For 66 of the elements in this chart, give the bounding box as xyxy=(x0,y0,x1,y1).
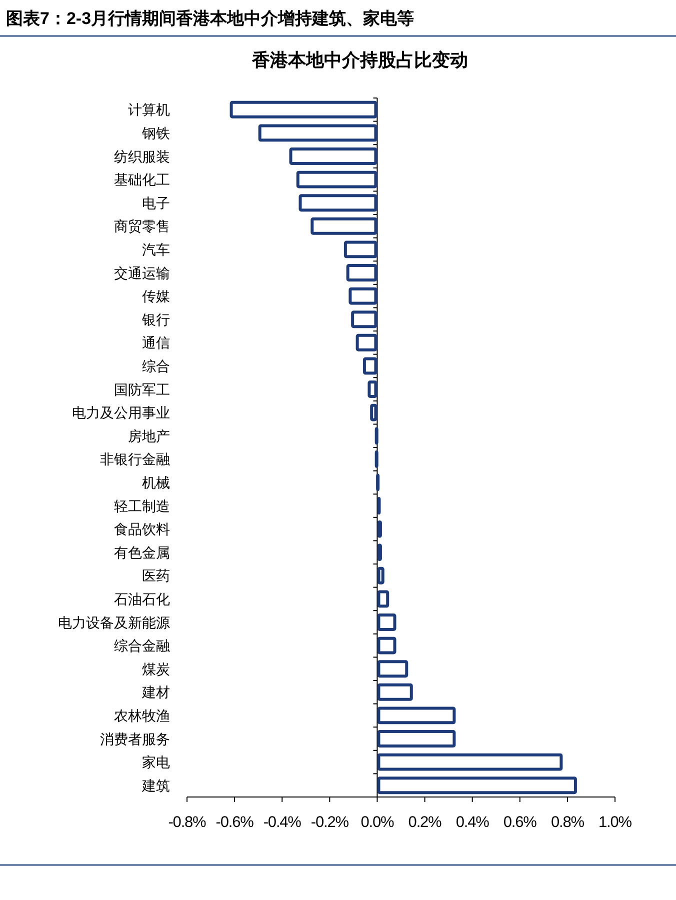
y-tick-label: 综合 xyxy=(142,358,170,375)
y-tick-label: 消费者服务 xyxy=(100,732,170,748)
bar xyxy=(377,566,384,584)
y-tick-label: 纺织服装 xyxy=(114,149,170,166)
bar xyxy=(356,334,378,352)
bar xyxy=(377,614,396,631)
y-tick-label: 汽车 xyxy=(142,242,170,258)
y-tick-label: 煤炭 xyxy=(142,662,170,678)
bar xyxy=(348,287,378,305)
bar xyxy=(310,217,378,235)
x-tick-label: -0.2% xyxy=(310,814,350,831)
bar xyxy=(377,753,563,771)
y-tick-label: 建筑 xyxy=(141,778,170,794)
y-tick-label: 钢铁 xyxy=(141,126,170,142)
y-tick-label: 交通运输 xyxy=(114,266,170,282)
y-tick-label: 农林牧渔 xyxy=(114,708,170,724)
y-tick-label: 计算机 xyxy=(128,102,170,119)
bar xyxy=(377,636,396,654)
bar xyxy=(344,240,378,258)
bar xyxy=(377,590,390,608)
x-tick-label: 0.6% xyxy=(503,814,538,831)
bar xyxy=(370,404,378,422)
x-tick-label: 1.0% xyxy=(598,814,632,831)
bar xyxy=(351,310,378,328)
y-tick-label: 轻工制造 xyxy=(114,498,170,515)
y-tick-label: 基础化工 xyxy=(114,172,170,189)
bar xyxy=(377,683,413,701)
x-tick-label: 0.2% xyxy=(408,814,442,831)
y-tick-label: 电力及公用事业 xyxy=(72,406,170,422)
bar xyxy=(377,660,408,678)
chart-subtitle: 香港本地中介持股占比变动 xyxy=(251,50,468,70)
y-tick-label: 电力设备及新能源 xyxy=(58,615,170,632)
x-tick-label: -0.8% xyxy=(168,814,207,831)
y-tick-label: 综合金融 xyxy=(114,638,170,655)
y-tick-label: 有色金属 xyxy=(114,545,170,562)
y-tick-label: 房地产 xyxy=(128,428,170,445)
y-tick-label: 医药 xyxy=(142,568,170,585)
y-tick-label: 国防军工 xyxy=(114,382,170,398)
y-tick-label: 通信 xyxy=(142,336,170,352)
bar xyxy=(377,776,577,794)
x-tick-label: 0.0% xyxy=(360,814,394,831)
x-tick-label: 0.4% xyxy=(456,814,490,831)
bar xyxy=(258,124,378,142)
chart-title: 图表7：2-3月行情期间香港本地中介增持建筑、家电等 xyxy=(6,9,414,28)
y-tick-label: 石油石化 xyxy=(114,592,170,608)
bar xyxy=(289,148,378,165)
bar xyxy=(230,100,378,118)
bar xyxy=(368,380,378,398)
y-tick-label: 建材 xyxy=(141,685,170,702)
x-tick-label: 0.8% xyxy=(550,814,585,831)
y-tick-label: 电子 xyxy=(142,196,170,212)
y-tick-label: 非银行金融 xyxy=(100,452,170,468)
x-tick-label: -0.4% xyxy=(263,814,302,831)
bar xyxy=(346,264,378,282)
y-tick-label: 商贸零售 xyxy=(114,219,170,236)
y-tick-label: 食品饮料 xyxy=(114,522,170,538)
bar xyxy=(362,357,378,375)
y-tick-label: 银行 xyxy=(141,312,170,328)
bar xyxy=(377,730,456,748)
bar xyxy=(298,194,378,212)
y-tick-label: 传媒 xyxy=(142,289,170,306)
bar xyxy=(296,170,378,188)
bar xyxy=(377,706,456,724)
x-tick-label: -0.6% xyxy=(216,814,254,831)
y-tick-label: 家电 xyxy=(142,755,170,772)
y-tick-label: 机械 xyxy=(142,475,170,492)
